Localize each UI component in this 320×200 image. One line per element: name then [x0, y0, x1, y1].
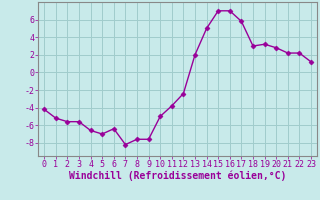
X-axis label: Windchill (Refroidissement éolien,°C): Windchill (Refroidissement éolien,°C): [69, 171, 286, 181]
